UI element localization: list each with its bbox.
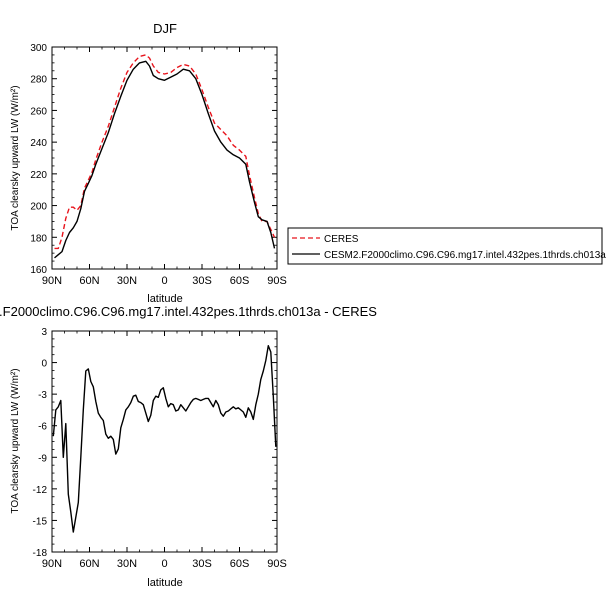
top-y-tick-label-180: 180	[30, 233, 47, 244]
bottom-y-tick-label-3: 3	[41, 327, 47, 338]
bottom-x-axis-label: latitude	[147, 577, 182, 589]
top-ticks: 90N 60N 30N 0 30S 60S 90S 160 180 200 220 240 260 280…	[30, 43, 286, 287]
bottom-x-tick-label-90s: 90S	[267, 558, 287, 570]
top-x-tick-label-30n: 30N	[117, 275, 137, 287]
top-series-line-cesm2-f2000climo-c96-c96	[54, 60, 276, 259]
bottom-x-tick-label-60s: 60S	[230, 558, 250, 570]
bottom-y-tick-label-9: -9	[38, 453, 47, 464]
top-chart-title: DJF	[153, 21, 177, 36]
top-x-tick-label-90n: 90N	[42, 275, 62, 287]
top-x-tick-label-0: 0	[161, 275, 167, 287]
bottom-series	[52, 345, 277, 533]
top-y-tick-label-300: 300	[30, 43, 47, 54]
legend-box	[287, 227, 603, 265]
top-legend: CERES CESM2.F2000climo.C96.C96.mg17.inte…	[287, 227, 606, 265]
bottom-x-tick-label-30n: 30N	[117, 558, 137, 570]
bottom-y-tick-label-0: 0	[41, 359, 47, 370]
bottom-ticks: 90N 60N 30N 0 30S 60S 90S 3 0 -3 -6 -9 -12 -15 -18	[33, 327, 287, 570]
bottom-y-tick-label-18: -18	[33, 548, 48, 559]
top-series-line-ceres	[54, 54, 276, 250]
top-x-axis-label: latitude	[147, 293, 182, 305]
bottom-y-axis-label: TOA clearsky upward LW (W/m²)	[10, 368, 21, 513]
bottom-chart: .F2000climo.C96.C96.mg17.intel.432pes.1t…	[0, 304, 377, 589]
top-x-tick-label-60s: 60S	[230, 275, 250, 287]
bottom-y-tick-label-15: -15	[33, 516, 48, 527]
bottom-y-tick-label-3: -3	[38, 390, 47, 401]
top-y-tick-label-280: 280	[30, 75, 47, 86]
top-series	[54, 54, 276, 259]
bottom-series-line-difference	[52, 345, 277, 533]
bottom-chart-title: .F2000climo.C96.C96.mg17.intel.432pes.1t…	[0, 304, 377, 319]
top-y-tick-label-200: 200	[30, 202, 47, 213]
bottom-x-tick-label-60n: 60N	[79, 558, 99, 570]
bottom-x-tick-label-0: 0	[161, 558, 167, 570]
bottom-y-tick-label-6: -6	[38, 422, 47, 433]
top-y-tick-label-240: 240	[30, 138, 47, 149]
bottom-y-tick-label-12: -12	[33, 485, 48, 496]
top-y-axis-label: TOA clearsky upward LW (W/m²)	[10, 85, 21, 230]
bottom-x-tick-label-90n: 90N	[42, 558, 62, 570]
top-y-tick-label-260: 260	[30, 106, 47, 117]
top-x-tick-label-30s: 30S	[192, 275, 212, 287]
bottom-x-tick-label-30s: 30S	[192, 558, 212, 570]
top-x-tick-label-90s: 90S	[267, 275, 287, 287]
top-x-tick-label-60n: 60N	[79, 275, 99, 287]
legend-label-cesm2: CESM2.F2000climo.C96.C96.mg17.intel.432p…	[324, 250, 606, 261]
top-y-tick-label-220: 220	[30, 170, 47, 181]
top-chart: DJF 90N 60N 30N 0 30S 60S 90S 160 180 200 220 240 26…	[10, 21, 606, 305]
top-plot-frame	[51, 46, 278, 270]
top-y-tick-label-160: 160	[30, 265, 47, 276]
bottom-plot-frame	[51, 330, 278, 553]
legend-label-ceres: CERES	[324, 234, 359, 245]
